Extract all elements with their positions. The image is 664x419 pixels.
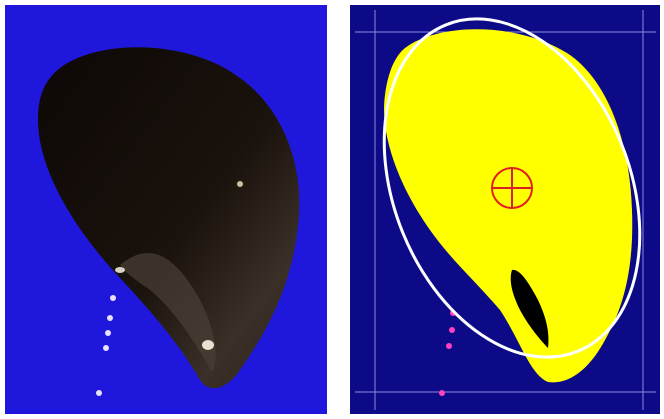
frame-lines [355, 10, 656, 410]
bubble [96, 390, 102, 396]
mussel [38, 47, 300, 389]
reflection [237, 181, 243, 187]
mussel-highlight [120, 252, 216, 372]
bubble [103, 345, 109, 351]
unsegmented-region [510, 269, 549, 348]
bubble-mark [439, 390, 445, 396]
reflection [115, 267, 125, 273]
bubble [107, 315, 113, 321]
photo-panel [5, 5, 327, 414]
centroid-marker [491, 167, 533, 209]
bubbles [96, 295, 116, 396]
segmented-mussel [384, 29, 633, 383]
fitted-ellipse [382, 17, 642, 359]
bubble [110, 295, 116, 301]
bubble-mark [446, 343, 452, 349]
reflection [202, 340, 214, 350]
segmentation-panel [350, 5, 660, 414]
bubble-mark [449, 327, 455, 333]
bubble [105, 330, 111, 336]
